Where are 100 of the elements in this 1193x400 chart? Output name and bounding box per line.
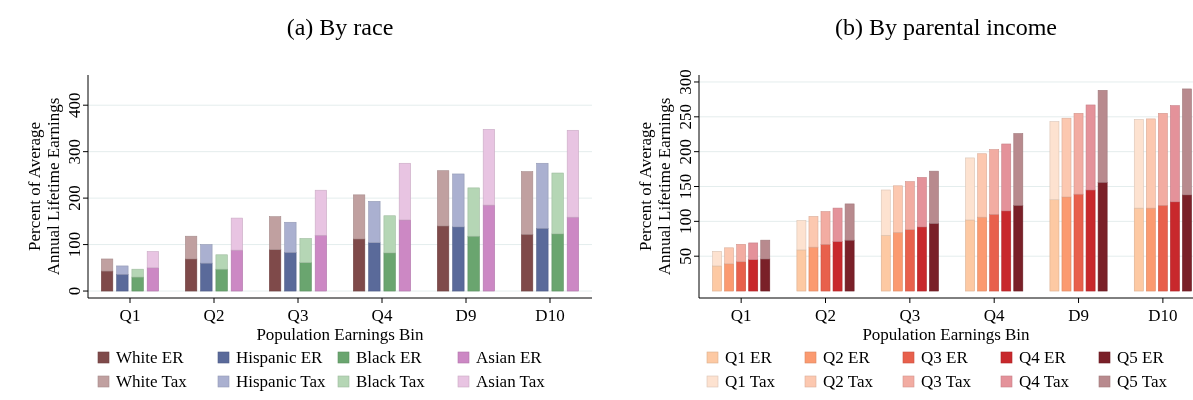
- bar: [892, 185, 903, 233]
- y-tick-label: 200: [676, 138, 695, 165]
- legend-label: White ER: [116, 348, 185, 367]
- bar: [1073, 193, 1084, 292]
- bar: [200, 262, 213, 292]
- bar: [314, 189, 327, 236]
- legend-label: Q4 ER: [1019, 348, 1067, 367]
- bar: [284, 252, 297, 292]
- bar: [230, 217, 243, 251]
- bar: [230, 249, 243, 292]
- x-tick-label: Q4: [371, 306, 393, 325]
- bar: [1013, 133, 1024, 206]
- bar: [917, 177, 927, 228]
- bar: [398, 162, 411, 221]
- bar: [736, 261, 746, 292]
- bar: [215, 254, 228, 270]
- bar: [269, 216, 282, 250]
- bar: [452, 173, 465, 228]
- bar: [521, 171, 534, 235]
- bar: [844, 203, 855, 241]
- bar: [383, 252, 396, 292]
- legend-label: Q3 ER: [921, 348, 969, 367]
- chart-title: (b) By parental income: [835, 14, 1057, 40]
- bar: [808, 246, 819, 292]
- bar: [299, 238, 312, 263]
- bar: [808, 216, 819, 248]
- bar: [146, 267, 159, 292]
- bar: [1158, 205, 1168, 292]
- bar: [748, 259, 759, 292]
- bar: [1182, 88, 1192, 196]
- bar: [820, 211, 831, 245]
- bar: [760, 258, 771, 292]
- bar: [965, 157, 975, 221]
- bar: [284, 221, 297, 253]
- bar: [551, 172, 564, 235]
- bar: [101, 270, 114, 292]
- legend-label: Q1 ER: [725, 348, 773, 367]
- x-tick-label: D10: [535, 306, 565, 325]
- bar: [796, 249, 807, 292]
- legend-label: Black Tax: [356, 372, 426, 391]
- legend-label: White Tax: [116, 372, 188, 391]
- bar: [1001, 143, 1012, 212]
- bar: [1013, 205, 1024, 292]
- bar: [977, 153, 987, 218]
- bar: [1158, 113, 1168, 206]
- bar: [200, 244, 213, 264]
- bar: [1073, 113, 1084, 195]
- bar: [796, 220, 807, 251]
- bar: [1170, 201, 1180, 292]
- bar: [844, 239, 855, 292]
- bar: [101, 258, 114, 272]
- bar: [905, 181, 915, 231]
- bar: [736, 244, 746, 263]
- x-tick-label: Q2: [815, 306, 836, 325]
- x-axis-title: Population Earnings Bin: [256, 325, 425, 344]
- bar: [185, 258, 198, 292]
- y-tick-label: 250: [676, 104, 695, 130]
- bar: [1085, 104, 1096, 191]
- bar: [724, 247, 734, 265]
- x-tick-label: D9: [1068, 306, 1089, 325]
- x-tick-label: Q1: [119, 306, 141, 325]
- x-tick-label: Q2: [203, 306, 225, 325]
- legend-label: Q3 Tax: [921, 372, 972, 391]
- y-tick-label: 200: [65, 185, 84, 211]
- legend-label: Q5 ER: [1117, 348, 1165, 367]
- bar: [437, 170, 450, 227]
- bar: [353, 238, 366, 292]
- legend-label: Q5 Tax: [1117, 372, 1168, 391]
- bar: [566, 216, 579, 292]
- bar: [482, 204, 495, 292]
- bar: [989, 214, 1000, 292]
- bar: [467, 235, 480, 292]
- bar: [905, 229, 915, 292]
- x-tick-label: Q4: [983, 306, 1006, 325]
- bar: [832, 241, 843, 292]
- bar: [712, 265, 722, 292]
- bar: [1049, 199, 1060, 292]
- legend-label: Hispanic Tax: [236, 372, 327, 391]
- bar: [1182, 194, 1192, 292]
- y-tick-label: 300: [65, 138, 84, 165]
- chart-title: (a) By race: [286, 14, 394, 40]
- bar: [1097, 182, 1108, 292]
- bar: [566, 129, 579, 218]
- y-tick-label: 0: [65, 286, 84, 296]
- y-tick-label: 400: [65, 92, 84, 118]
- x-tick-label: Q3: [899, 306, 921, 325]
- bar: [820, 244, 831, 292]
- legend-label: Q2 Tax: [823, 372, 874, 391]
- bar: [977, 216, 987, 292]
- bar: [724, 263, 734, 292]
- bar: [880, 234, 891, 292]
- bar: [131, 268, 144, 278]
- legend-label: Asian ER: [476, 348, 543, 367]
- y-tick-label: 300: [676, 69, 695, 95]
- bar: [832, 207, 843, 242]
- y-tick-label: 100: [676, 208, 695, 235]
- bar: [1170, 105, 1180, 203]
- bar: [1097, 90, 1108, 183]
- y-axis-title: Percent of Average Annual Lifetime Earnings: [636, 97, 674, 276]
- bar: [989, 149, 1000, 215]
